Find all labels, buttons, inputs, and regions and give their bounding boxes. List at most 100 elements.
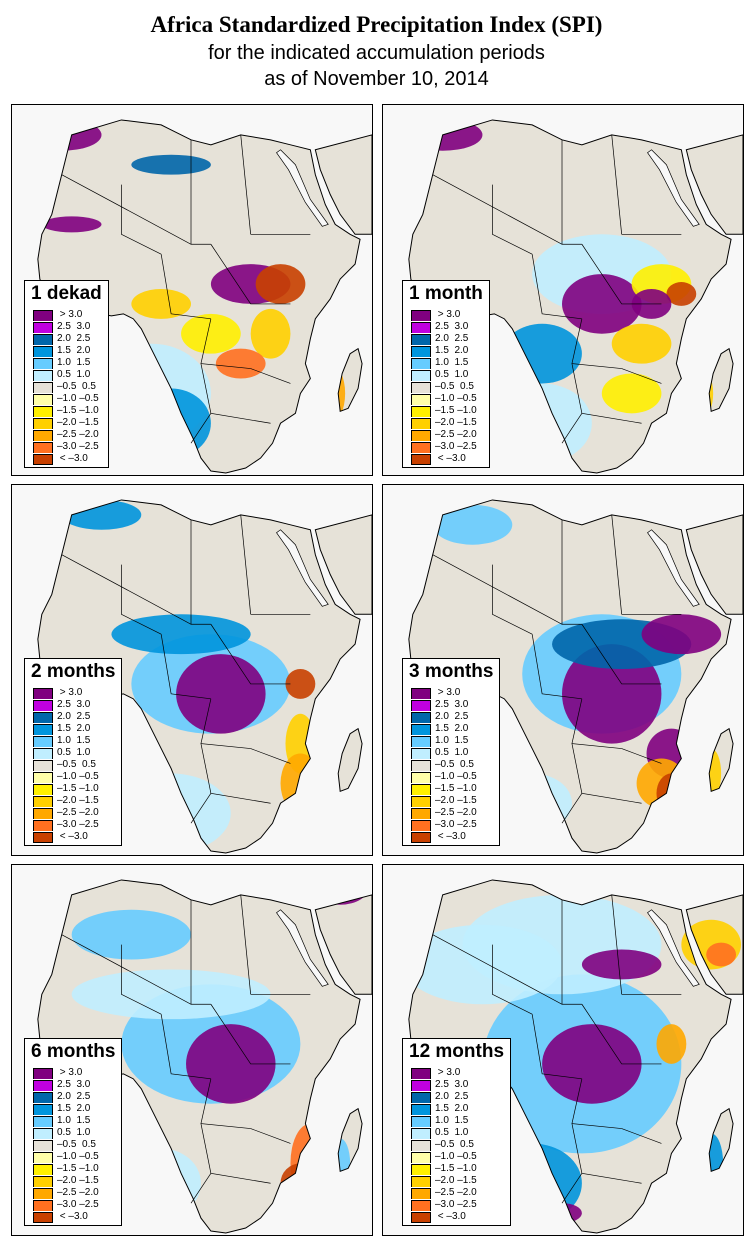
map-panel-1-dekad (11, 104, 373, 476)
legend-entry: –2.5 –2.0 (33, 1187, 121, 1199)
arabia-landmass (315, 514, 372, 615)
legend-label: –1.0 –0.5 (57, 393, 99, 404)
legend-label: –3.0 –2.5 (57, 1199, 99, 1210)
legend-label: > 3.0 (435, 687, 461, 698)
country-border (160, 254, 211, 320)
legend-entry: 0.5 1.0 (411, 369, 489, 381)
legend-entry: –2.5 –2.0 (411, 429, 489, 441)
legend-label: –2.0 –1.5 (435, 417, 477, 428)
legend-swatch (33, 1103, 53, 1115)
legend-entry: 2.0 2.5 (411, 1091, 510, 1103)
legend-swatch (411, 711, 431, 723)
legend-title: 3 months (409, 661, 494, 682)
coastline (708, 1107, 734, 1173)
legend-swatch (33, 441, 53, 453)
country-border (581, 1004, 662, 1065)
legend-entry: > 3.0 (411, 1067, 510, 1079)
legend-entry: –2.5 –2.0 (33, 429, 108, 441)
legend-swatch (411, 369, 431, 381)
legend-entry: –1.0 –0.5 (411, 393, 489, 405)
legend-label: –1.0 –0.5 (57, 1151, 99, 1162)
spi-region (641, 614, 722, 655)
legend-entry: –3.0 –2.5 (33, 819, 121, 831)
spi-region (432, 504, 513, 545)
legend-entry: –1.5 –1.0 (411, 405, 489, 417)
legend-entry: < –3.0 (411, 1211, 510, 1223)
legend-swatch (411, 1115, 431, 1127)
red-sea (647, 149, 700, 227)
legend-label: –2.0 –1.5 (57, 795, 99, 806)
africa-map (37, 879, 372, 1234)
spi-region (255, 264, 306, 304)
legend-label: < –3.0 (435, 453, 466, 464)
legend-entry: 2.5 3.0 (411, 321, 489, 333)
legend-label: 1.5 2.0 (57, 723, 91, 734)
legend-label: 2.0 2.5 (435, 333, 469, 344)
legend-swatch (411, 1163, 431, 1175)
legend-label: 1.5 2.0 (57, 345, 91, 356)
legend-swatch (33, 1151, 53, 1163)
legend-label: –3.0 –2.5 (435, 1199, 477, 1210)
coastline (708, 727, 734, 793)
legend-swatch (411, 1139, 431, 1151)
spi-region (542, 1203, 582, 1224)
legend: 12 months > 3.0 2.5 3.0 2.0 2.5 1.5 2.0 1.0 … (402, 1038, 512, 1226)
country-border (160, 634, 211, 700)
legend-swatch (33, 357, 53, 369)
legend-label: 2.5 3.0 (57, 699, 91, 710)
legend-swatch (33, 711, 53, 723)
spi-region (310, 879, 371, 905)
spi-region (492, 383, 592, 464)
legend-entry: 1.5 2.0 (411, 723, 499, 735)
country-border (561, 793, 583, 824)
country-border (561, 1173, 583, 1204)
legend-swatch (411, 393, 431, 405)
legend-swatch (411, 357, 431, 369)
legend-entry: 2.0 2.5 (33, 333, 108, 345)
legend-entry: 1.0 1.5 (411, 357, 489, 369)
legend-label: –2.0 –1.5 (435, 795, 477, 806)
legend-label: < –3.0 (57, 1211, 88, 1222)
red-sea (276, 149, 329, 227)
country-border (121, 184, 162, 255)
legend-label: –3.0 –2.5 (435, 441, 477, 452)
country-border (250, 368, 291, 384)
legend-label: –2.0 –1.5 (57, 417, 99, 428)
legend-label: –0.5 0.5 (435, 759, 474, 770)
legend-title: 2 months (31, 661, 116, 682)
spi-region (131, 388, 211, 459)
country-border (240, 514, 252, 615)
spi-region (181, 313, 241, 354)
legend-swatch (411, 345, 431, 357)
country-border (611, 514, 623, 615)
legend-label: > 3.0 (435, 1067, 461, 1078)
legend-entry: 0.5 1.0 (33, 1127, 121, 1139)
legend-label: 2.5 3.0 (435, 321, 469, 332)
legend-label: –1.5 –1.0 (435, 783, 477, 794)
legend-label: 1.5 2.0 (435, 1103, 469, 1114)
page-subtitle: for the indicated accumulation periods (208, 42, 545, 64)
legend-swatch (33, 1091, 53, 1103)
legend-label: –2.5 –2.0 (435, 807, 477, 818)
legend-swatch (411, 1199, 431, 1211)
legend-swatch (33, 795, 53, 807)
legend-entry: > 3.0 (33, 1067, 121, 1079)
country-border (611, 894, 623, 995)
country-border (531, 1014, 582, 1080)
country-border (210, 1004, 291, 1065)
legend-swatch (33, 687, 53, 699)
spi-region (310, 499, 371, 520)
spi-region (41, 216, 102, 233)
coastline (337, 347, 363, 413)
legend-entry: 2.5 3.0 (411, 699, 499, 711)
legend-swatch (411, 1127, 431, 1139)
legend-label: > 3.0 (57, 1067, 83, 1078)
legend-label: 0.5 1.0 (57, 747, 91, 758)
spi-region (320, 768, 341, 819)
legend-swatch (33, 333, 53, 345)
africa-landmass (37, 119, 361, 473)
legend-swatch (33, 759, 53, 771)
spi-region (111, 614, 251, 655)
country-border (492, 184, 533, 255)
red-sea (276, 529, 329, 607)
